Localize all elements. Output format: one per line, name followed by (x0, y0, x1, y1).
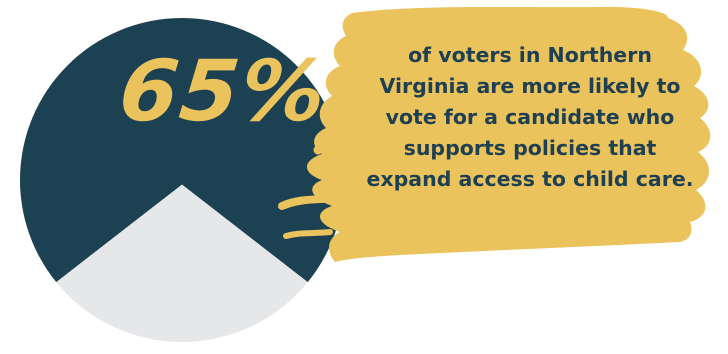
statement-line: expand access to child care. (366, 167, 694, 191)
statement-line: Virginia are more likely to (379, 74, 681, 98)
statement-line: supports policies that (403, 136, 657, 160)
statement-line: of voters in Northern (408, 43, 652, 67)
callout-statement: of voters in Northern Virginia are more … (350, 40, 710, 195)
pie-slice-more-likely (20, 18, 344, 325)
statement-line: vote for a candidate who (385, 105, 675, 129)
